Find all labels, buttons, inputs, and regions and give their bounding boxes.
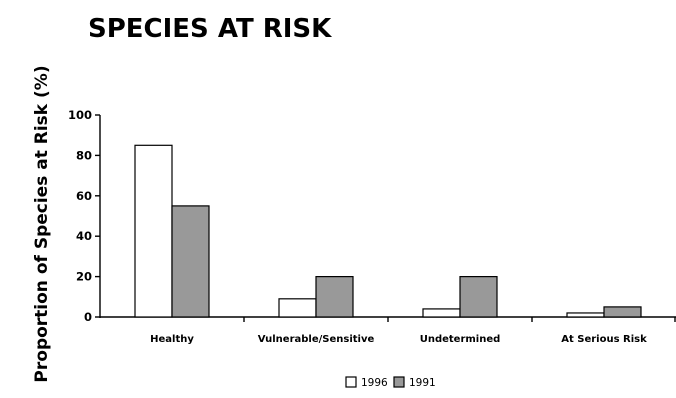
plot-area: 0 20 40 60 80 100 Healthy Vulnerable/Sensitive U… [68,108,676,345]
bar-1996-vulnerable-sensitive [278,298,317,318]
legend-swatch-1991 [393,376,405,388]
bar-1991-undetermined [459,276,498,318]
legend-swatch-1996 [345,376,357,388]
legend-label-1991: 1991 [409,377,436,389]
x-tick-label: Healthy [150,334,194,345]
bar-1991-healthy [171,205,210,318]
bar-1996-undetermined [422,308,461,318]
y-tick-label: 20 [76,270,92,284]
y-tick-label: 80 [76,148,92,162]
bar-1991-at-serious-risk [603,306,642,318]
bar-1996-at-serious-risk [566,312,605,318]
y-axis-label: Proportion of Species at Risk (%) [32,65,52,382]
y-tick-label: 100 [68,108,92,122]
x-tick-label: Undetermined [420,334,501,345]
legend-label-1996: 1996 [361,377,388,389]
y-tick-label: 60 [76,189,92,203]
chart-title: SPECIES AT RISK [88,14,332,44]
x-tick-label: At Serious Risk [561,334,647,345]
x-tick-label: Vulnerable/Sensitive [258,334,375,345]
bar-1991-vulnerable-sensitive [315,276,354,318]
bar-1996-healthy [134,144,173,318]
legend: 1996 1991 [345,376,436,389]
y-tick-label: 40 [76,229,92,243]
y-tick-label: 0 [84,310,92,324]
